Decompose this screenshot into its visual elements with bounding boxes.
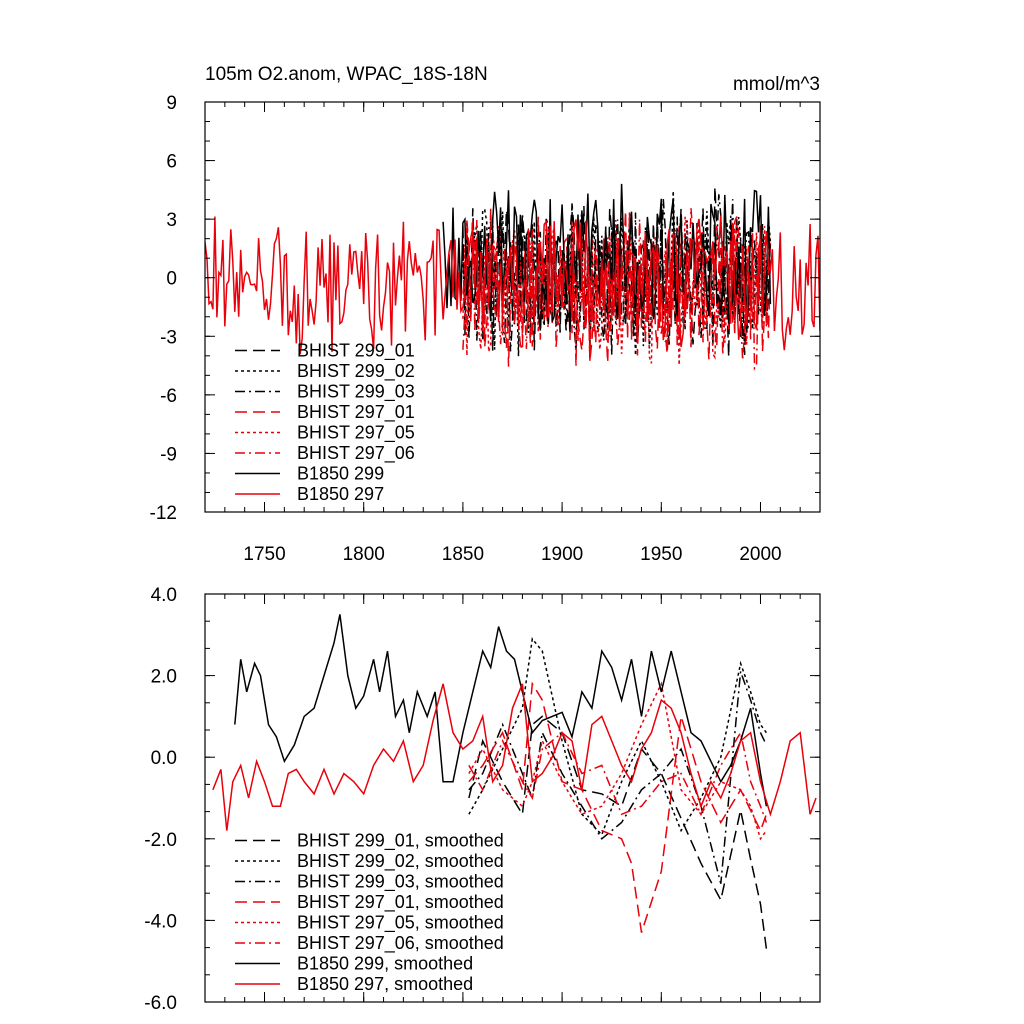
x-tick-label: 2000 bbox=[739, 544, 781, 565]
legend-entry: BHIST 297_05 bbox=[297, 423, 415, 444]
legend-entry: BHIST 297_01, smoothed bbox=[297, 892, 504, 913]
y-tick-label: 9 bbox=[166, 93, 177, 114]
series-line-8 bbox=[205, 215, 820, 355]
legend-entry: BHIST 299_02, smoothed bbox=[297, 851, 504, 872]
top-panel: -12 -9 -6 -3 0 3 6 9 1750 1800 1850 1900 1950 2000 105… bbox=[150, 64, 821, 565]
legend-entry: B1850 297, smoothed bbox=[297, 974, 473, 994]
y-tick-label: 0 bbox=[166, 269, 177, 290]
x-tick-label: 1950 bbox=[640, 544, 682, 565]
y-tick-label: -2.0 bbox=[144, 830, 177, 851]
series-line-4 bbox=[468, 681, 768, 933]
y-tick-label: -6 bbox=[160, 386, 177, 407]
x-tick-label: 1850 bbox=[442, 544, 484, 565]
legend-entry: BHIST 299_01, smoothed bbox=[297, 831, 504, 852]
y-tick-label: -9 bbox=[160, 444, 177, 465]
bottom-panel: -6.0 -4.0 -2.0 0.0 2.0 4.0 BHIST 299_01, smoot… bbox=[144, 585, 821, 1014]
series-line-6 bbox=[468, 730, 768, 823]
plot-frame bbox=[204, 101, 821, 513]
legend-entry: B1850 299 bbox=[297, 464, 384, 484]
x-tick-label: 1750 bbox=[243, 544, 285, 565]
legend-entry: BHIST 297_01 bbox=[297, 402, 415, 423]
series-line-3 bbox=[468, 671, 768, 884]
x-tick-label: 1800 bbox=[343, 544, 385, 565]
series-line-7 bbox=[234, 614, 768, 807]
series-line-8 bbox=[212, 683, 817, 831]
units-label: mmol/m^3 bbox=[733, 74, 820, 95]
x-tick-label: 1900 bbox=[541, 544, 583, 565]
y-tick-label: -4.0 bbox=[144, 911, 177, 932]
legend-entry: BHIST 297_06 bbox=[297, 443, 415, 464]
series-line-6 bbox=[462, 208, 772, 371]
plot-frame bbox=[204, 593, 821, 1003]
y-tick-label: -12 bbox=[150, 503, 177, 524]
y-tick-label: 6 bbox=[166, 152, 177, 173]
y-tick-label: 3 bbox=[166, 210, 177, 231]
chart-title: 105m O2.anom, WPAC_18S-18N bbox=[205, 64, 488, 85]
series-group bbox=[205, 183, 820, 371]
series-line-2 bbox=[468, 637, 768, 837]
legend-entry: BHIST 299_03, smoothed bbox=[297, 872, 504, 893]
y-tick-label: 4.0 bbox=[151, 585, 177, 606]
series-group bbox=[212, 614, 817, 950]
y-tick-label: 0.0 bbox=[151, 748, 177, 769]
legend-entry: BHIST 297_05, smoothed bbox=[297, 913, 504, 934]
legend-entry: BHIST 297_06, smoothed bbox=[297, 933, 504, 954]
y-tick-label: 2.0 bbox=[151, 667, 177, 688]
legend-entry: BHIST 299_01 bbox=[297, 341, 415, 362]
legend-entry: BHIST 299_02 bbox=[297, 361, 415, 382]
series-line-5 bbox=[468, 681, 768, 841]
legend-entry: BHIST 299_03 bbox=[297, 382, 415, 403]
y-tick-label: -3 bbox=[160, 327, 177, 348]
legend-entry: B1850 297 bbox=[297, 484, 384, 504]
y-tick-label: -6.0 bbox=[144, 993, 177, 1014]
legend-entry: B1850 299, smoothed bbox=[297, 954, 473, 974]
